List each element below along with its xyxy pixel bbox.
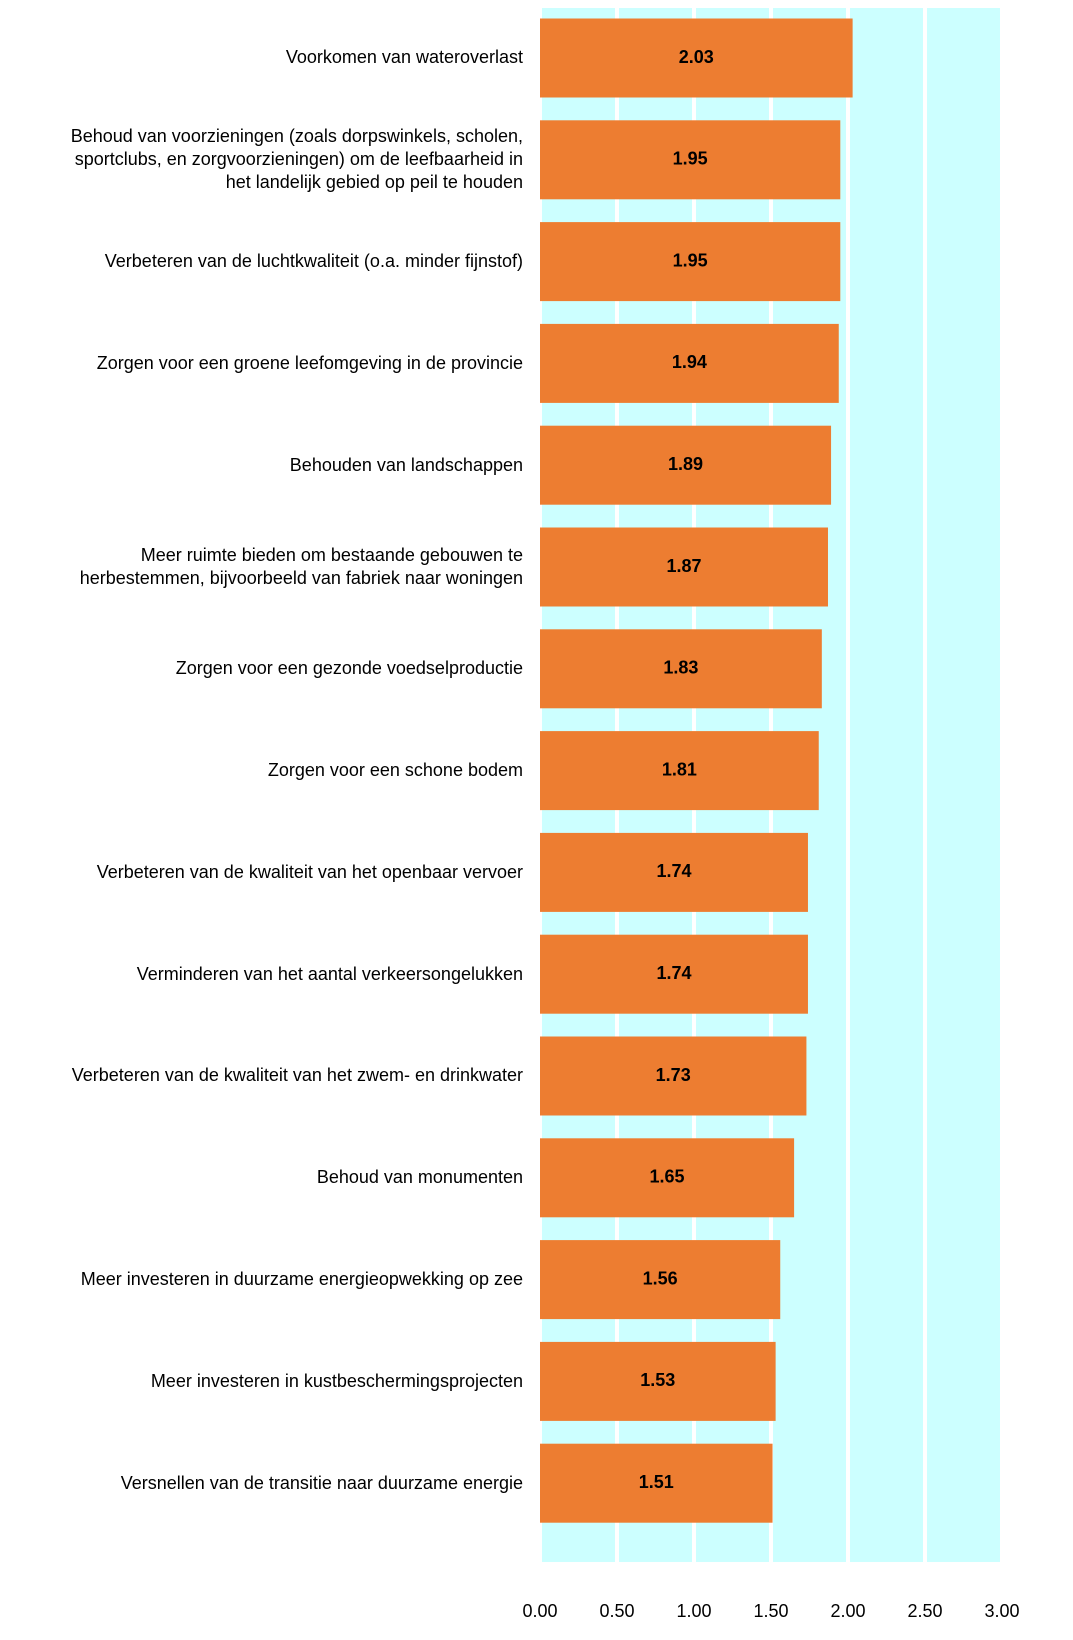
category-label-box: Zorgen voor een gezonde voedselproductie — [175, 658, 523, 679]
value-label: 1.74 — [656, 861, 691, 881]
x-tick-label: 1.50 — [753, 1601, 788, 1621]
value-label: 1.87 — [666, 556, 701, 576]
category-label: Meer investeren in duurzame energieopwek… — [80, 1268, 523, 1289]
category-label-box: Meer ruimte bieden om bestaande gebouwen… — [79, 544, 523, 588]
category-label: Meer investeren in kustbeschermingsproje… — [150, 1370, 523, 1391]
category-label: Behoud van monumenten — [316, 1167, 523, 1188]
x-tick-label: 2.50 — [907, 1601, 942, 1621]
bar — [540, 527, 828, 607]
category-label-box: Zorgen voor een schone bodem — [267, 759, 523, 780]
category-label-box: Behoud van voorzieningen (zoals dorpswin… — [70, 125, 523, 193]
x-tick-label: 0.50 — [599, 1601, 634, 1621]
category-label: Behoud van voorzieningen (zoals dorpswin… — [70, 125, 523, 193]
value-label: 1.53 — [640, 1370, 675, 1390]
value-label: 1.51 — [639, 1472, 674, 1492]
value-label: 1.65 — [650, 1167, 685, 1187]
value-label: 1.95 — [673, 250, 708, 270]
bar — [540, 18, 853, 98]
bar — [540, 934, 808, 1014]
category-label: Verbeteren van de kwaliteit van het zwem… — [71, 1065, 523, 1086]
bar — [540, 1036, 807, 1116]
category-label-box: Verbeteren van de kwaliteit van het open… — [96, 861, 523, 882]
value-label: 1.83 — [663, 658, 698, 678]
category-label: Verminderen van het aantal verkeersongel… — [136, 963, 523, 984]
category-label: Zorgen voor een groene leefomgeving in d… — [96, 352, 523, 373]
value-label: 1.56 — [643, 1268, 678, 1288]
category-label-box: Behouden van landschappen — [289, 454, 523, 475]
value-label: 1.94 — [672, 352, 707, 372]
bar — [540, 1443, 773, 1523]
value-label: 1.89 — [668, 454, 703, 474]
bar — [540, 222, 841, 302]
category-label-box: Meer investeren in duurzame energieopwek… — [80, 1268, 523, 1289]
x-tick-label: 3.00 — [984, 1601, 1019, 1621]
category-label: Zorgen voor een gezonde voedselproductie — [175, 658, 523, 679]
bar — [540, 731, 819, 811]
bar — [540, 425, 832, 505]
category-label: Verbeteren van de kwaliteit van het open… — [96, 861, 523, 882]
category-label: Behouden van landschappen — [289, 454, 523, 475]
category-label: Versnellen van de transitie naar duurzam… — [120, 1472, 523, 1493]
category-label: Zorgen voor een schone bodem — [267, 759, 523, 780]
category-label-box: Verbeteren van de kwaliteit van het zwem… — [71, 1065, 523, 1086]
value-label: 2.03 — [679, 47, 714, 67]
bar — [540, 1138, 795, 1218]
x-tick-label: 1.00 — [676, 1601, 711, 1621]
bar — [540, 1341, 776, 1421]
bar — [540, 832, 808, 912]
x-tick-label: 2.00 — [830, 1601, 865, 1621]
category-label-box: Verbeteren van de luchtkwaliteit (o.a. m… — [104, 250, 523, 271]
value-label: 1.74 — [656, 963, 691, 983]
x-tick-label: 0.00 — [522, 1601, 557, 1621]
value-label: 1.73 — [656, 1065, 691, 1085]
category-label: Meer ruimte bieden om bestaande gebouwen… — [79, 544, 523, 588]
category-label-box: Behoud van monumenten — [316, 1167, 523, 1188]
category-label: Voorkomen van wateroverlast — [285, 47, 523, 68]
bar — [540, 323, 839, 403]
category-label: Verbeteren van de luchtkwaliteit (o.a. m… — [104, 250, 523, 271]
category-label-box: Voorkomen van wateroverlast — [285, 47, 523, 68]
bar — [540, 1240, 781, 1320]
bar — [540, 120, 841, 200]
category-label-box: Versnellen van de transitie naar duurzam… — [120, 1472, 523, 1493]
category-label-box: Verminderen van het aantal verkeersongel… — [136, 963, 523, 984]
bar — [540, 629, 822, 709]
value-label: 1.95 — [673, 149, 708, 169]
category-label-box: Zorgen voor een groene leefomgeving in d… — [96, 352, 523, 373]
category-label-box: Meer investeren in kustbeschermingsproje… — [150, 1370, 523, 1391]
value-label: 1.81 — [662, 759, 697, 779]
